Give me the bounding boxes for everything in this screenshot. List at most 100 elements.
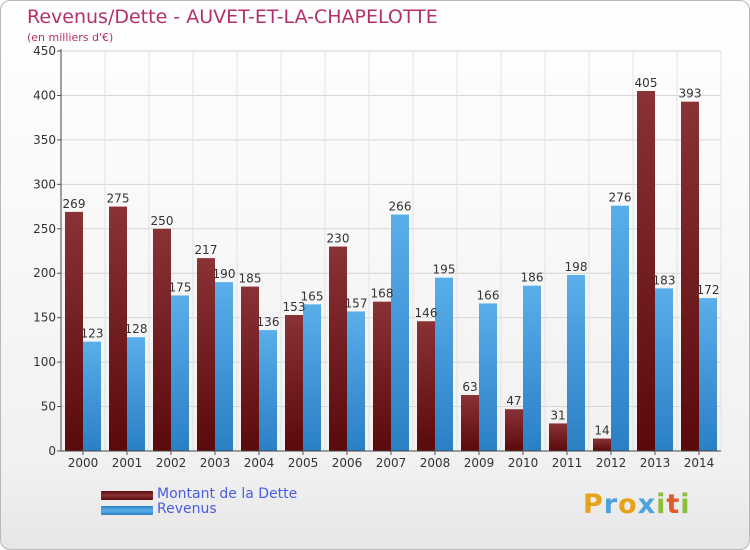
- data-label-revenus: 136: [257, 315, 280, 329]
- bar-dette: [373, 301, 391, 451]
- data-label-revenus: 123: [81, 327, 104, 341]
- legend-label-dette: Montant de la Dette: [157, 486, 298, 502]
- x-tick-label: 2010: [508, 456, 539, 470]
- bar-dette: [241, 286, 259, 451]
- data-label-revenus: 266: [389, 200, 412, 214]
- data-label-revenus: 172: [697, 283, 720, 297]
- legend-swatch-revenus: [101, 506, 153, 515]
- x-tick-label: 2001: [112, 456, 143, 470]
- bar-revenus: [655, 288, 673, 451]
- x-tick-label: 2003: [200, 456, 231, 470]
- x-tick-label: 2008: [420, 456, 451, 470]
- x-tick-label: 2007: [376, 456, 407, 470]
- y-tick-label: 250: [33, 222, 56, 236]
- bar-revenus: [523, 285, 541, 451]
- logo-letter: x: [637, 489, 657, 520]
- chart-subtitle: (en milliers d'€): [27, 31, 114, 44]
- logo-letter: P: [583, 489, 604, 520]
- data-label-revenus: 276: [609, 191, 632, 205]
- data-label-dette: 405: [635, 76, 658, 90]
- bar-dette: [329, 246, 347, 451]
- logo-letter: i: [656, 489, 667, 520]
- legend-label-revenus: Revenus: [157, 501, 217, 517]
- x-tick-label: 2004: [244, 456, 275, 470]
- data-label-revenus: 128: [125, 322, 148, 336]
- bar-dette: [109, 206, 127, 451]
- x-tick-label: 2005: [288, 456, 319, 470]
- bar-revenus: [171, 295, 189, 451]
- data-label-revenus: 175: [169, 280, 192, 294]
- logo-letter: r: [603, 489, 619, 520]
- bar-dette: [549, 423, 567, 451]
- data-label-revenus: 190: [213, 267, 236, 281]
- bar-revenus: [699, 298, 717, 451]
- y-tick-label: 200: [33, 266, 56, 280]
- data-label-revenus: 195: [433, 263, 456, 277]
- bar-revenus: [303, 304, 321, 451]
- bar-revenus: [347, 311, 365, 451]
- legend-swatch-dette: [101, 491, 153, 500]
- x-tick-label: 2000: [68, 456, 99, 470]
- bar-revenus: [259, 330, 277, 451]
- bar-dette: [153, 228, 171, 451]
- bar-revenus: [215, 282, 233, 451]
- bar-dette: [285, 315, 303, 451]
- logo-letter: o: [618, 489, 638, 520]
- y-tick-label: 400: [33, 88, 56, 102]
- data-label-dette: 47: [506, 394, 521, 408]
- chart-title: Revenus/Dette - AUVET-ET-LA-CHAPELOTTE: [27, 6, 438, 28]
- bar-dette: [461, 395, 479, 451]
- bar-revenus: [479, 303, 497, 451]
- y-tick-label: 450: [33, 44, 56, 58]
- bar-revenus: [567, 275, 585, 451]
- data-label-dette: 153: [283, 300, 306, 314]
- data-label-dette: 217: [195, 243, 218, 257]
- bar-dette: [593, 438, 611, 451]
- bar-dette: [197, 258, 215, 451]
- x-tick-label: 2009: [464, 456, 495, 470]
- data-label-revenus: 157: [345, 296, 368, 310]
- data-label-dette: 14: [594, 424, 609, 438]
- y-tick-label: 0: [48, 444, 56, 458]
- bar-dette: [505, 409, 523, 451]
- data-label-revenus: 166: [477, 288, 500, 302]
- x-tick-label: 2013: [640, 456, 671, 470]
- data-label-dette: 146: [415, 306, 438, 320]
- data-label-dette: 393: [679, 87, 702, 101]
- bar-dette: [681, 101, 699, 452]
- bar-revenus: [435, 277, 453, 451]
- proxiti-logo: Proxiti: [583, 489, 691, 520]
- bar-revenus: [83, 341, 101, 451]
- y-tick-label: 150: [33, 311, 56, 325]
- y-tick-label: 50: [41, 400, 56, 414]
- data-label-revenus: 165: [301, 289, 324, 303]
- data-label-revenus: 183: [653, 273, 676, 287]
- data-label-dette: 230: [327, 232, 350, 246]
- data-label-revenus: 198: [565, 260, 588, 274]
- data-label-dette: 269: [63, 197, 86, 211]
- y-tick-label: 100: [33, 355, 56, 369]
- bar-revenus: [127, 337, 145, 451]
- y-tick-label: 300: [33, 177, 56, 191]
- bar-dette: [65, 211, 83, 451]
- data-label-dette: 185: [239, 272, 262, 286]
- logo-letter: t: [666, 489, 681, 520]
- data-label-dette: 31: [550, 408, 565, 422]
- x-tick-label: 2011: [552, 456, 583, 470]
- x-tick-label: 2002: [156, 456, 187, 470]
- data-label-dette: 63: [462, 380, 477, 394]
- bar-revenus: [611, 205, 629, 451]
- x-tick-label: 2006: [332, 456, 363, 470]
- bar-dette: [417, 321, 435, 451]
- x-tick-label: 2012: [596, 456, 627, 470]
- data-label-dette: 275: [107, 192, 130, 206]
- data-label-dette: 250: [151, 214, 174, 228]
- bar-revenus: [391, 214, 409, 451]
- data-label-dette: 168: [371, 287, 394, 301]
- logo-letter: i: [680, 489, 691, 520]
- bar-dette: [637, 91, 655, 451]
- x-tick-label: 2014: [684, 456, 715, 470]
- data-label-revenus: 186: [521, 271, 544, 285]
